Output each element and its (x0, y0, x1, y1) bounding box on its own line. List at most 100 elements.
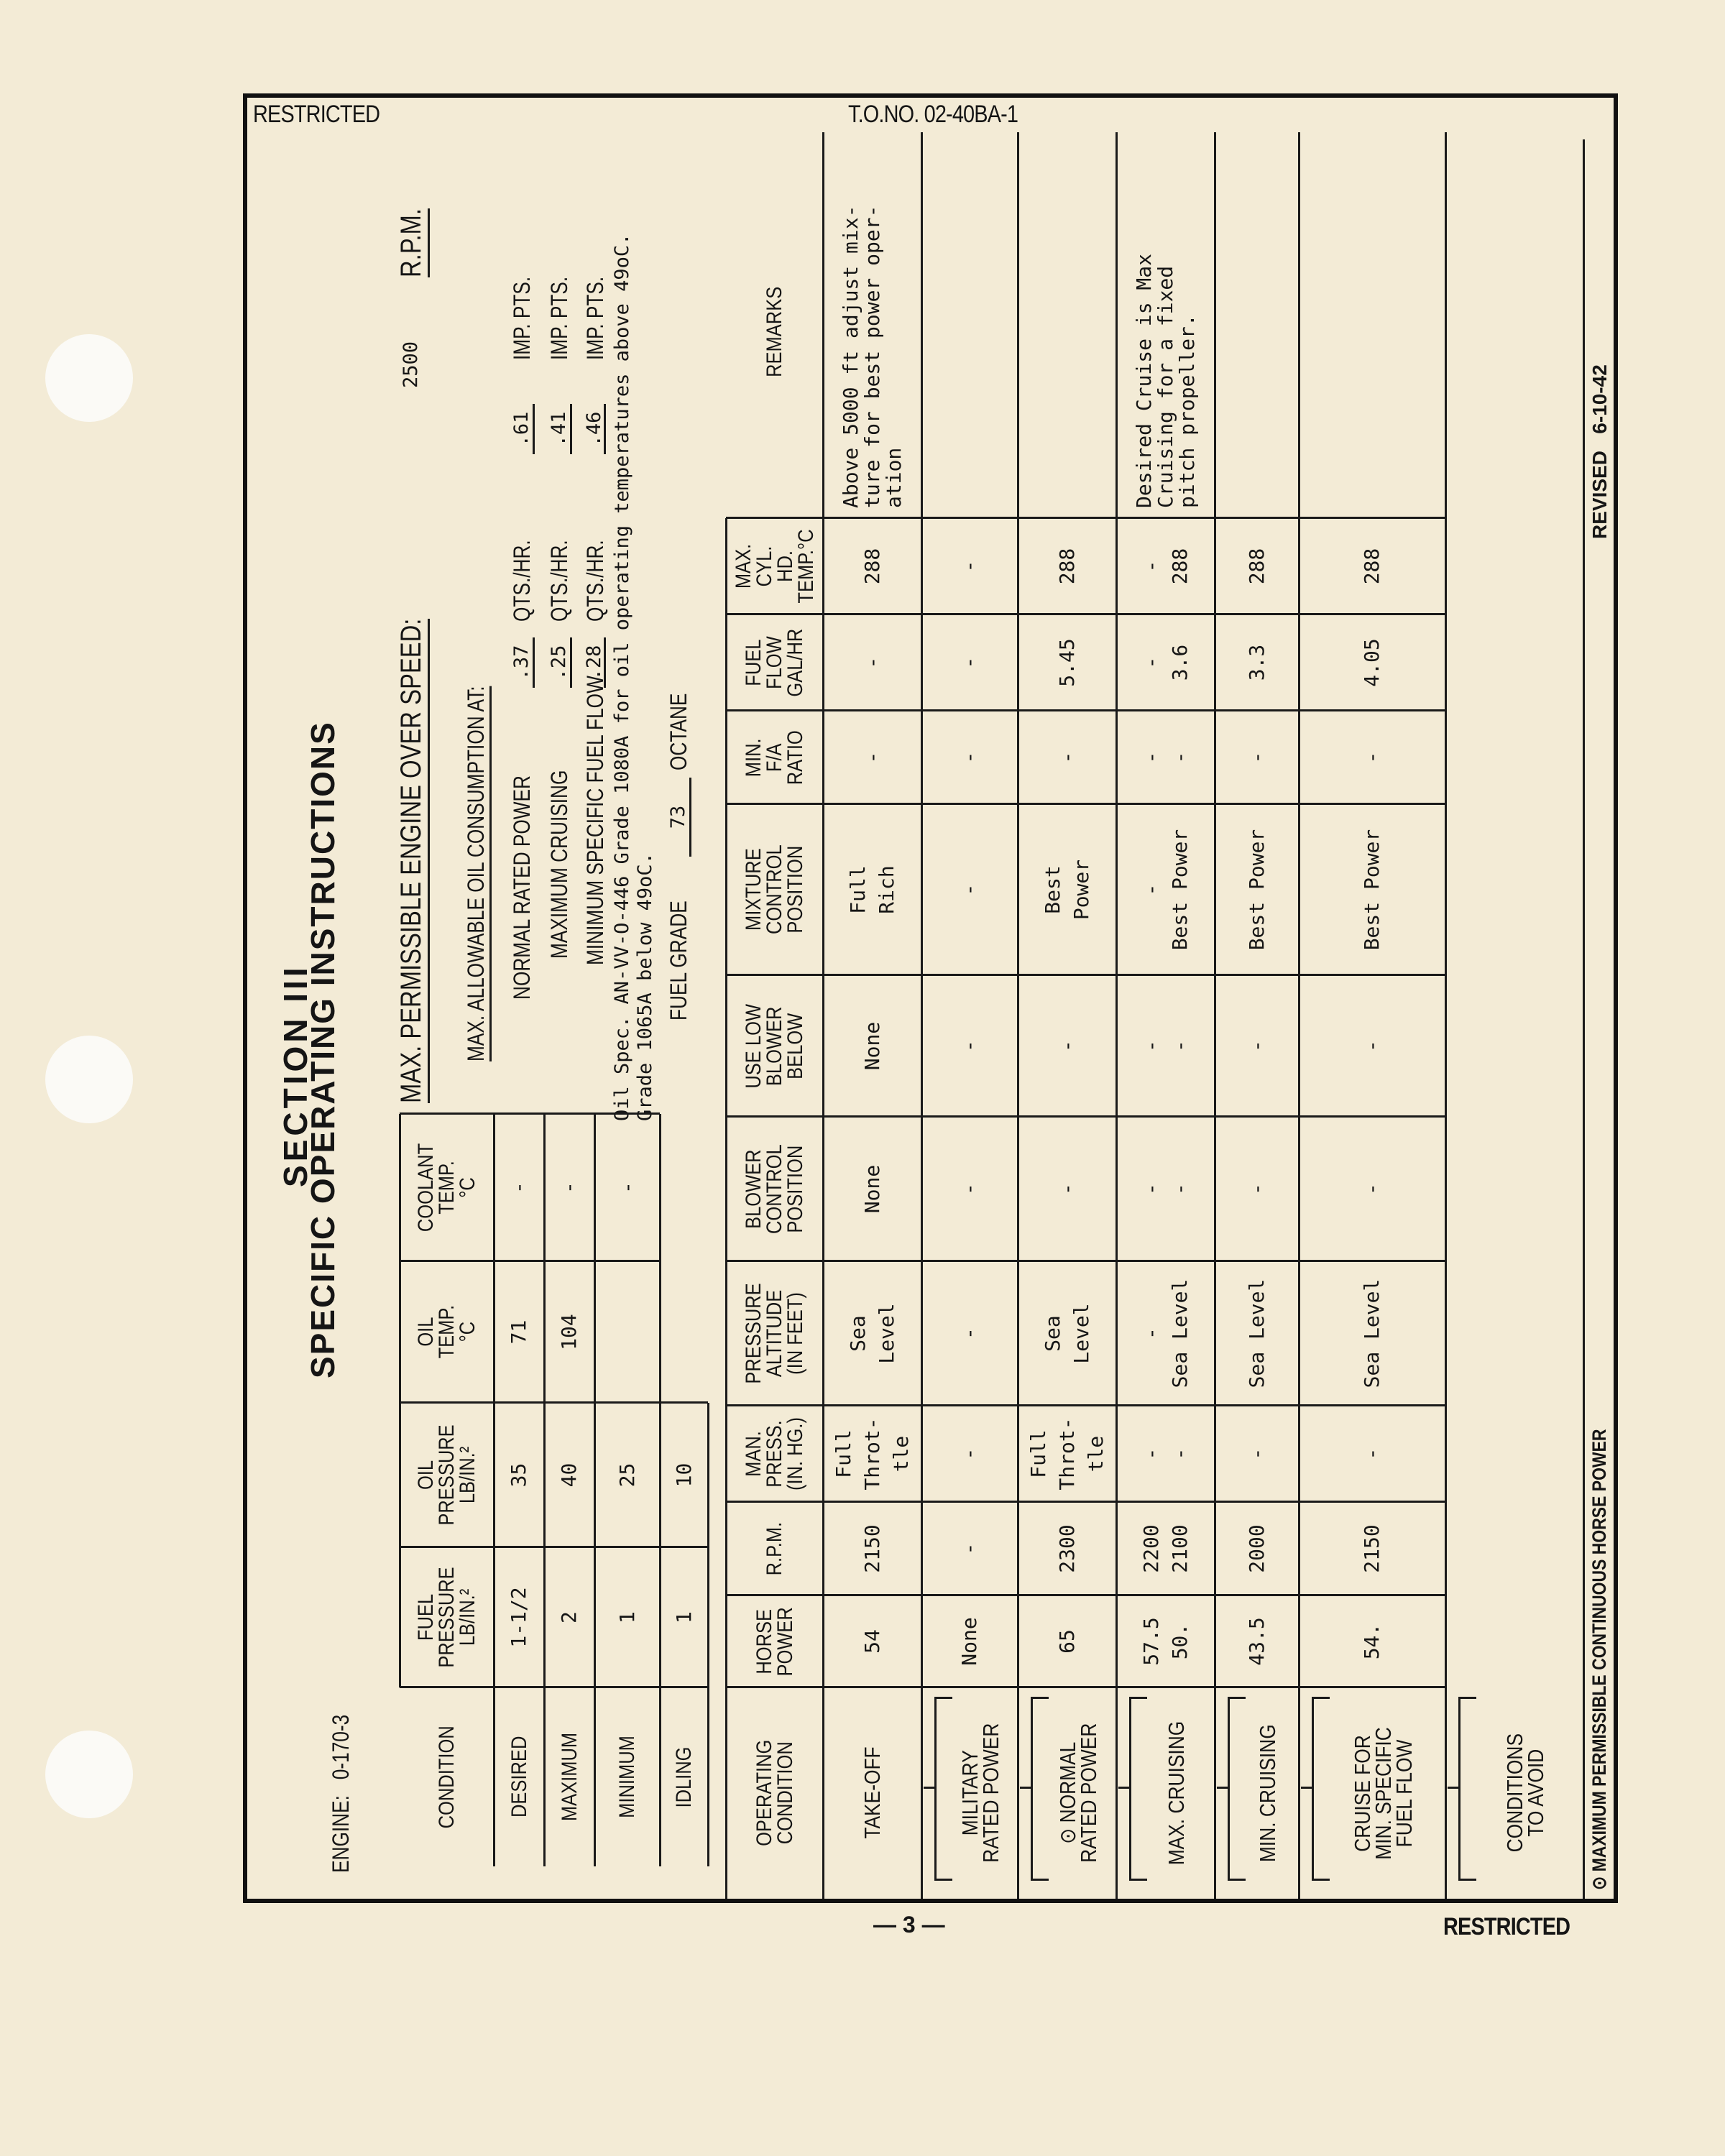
operating-value: None (957, 1617, 981, 1666)
operating-row-label-cell: MILITARY RATED POWER (943, 1687, 1018, 1899)
condition-table-cell: 104 (544, 1261, 594, 1403)
oil-row-qts-unit: QTS./HR. (509, 540, 535, 622)
condition-table-cell: MAXIMUM (544, 1687, 594, 1866)
operating-value: 54 (860, 1629, 884, 1654)
operating-table-header: MAN. PRESS. (IN. HG.) (726, 1406, 823, 1502)
operating-value: 2150 (860, 1524, 884, 1573)
operating-table-header: USE LOW BLOWER BELOW (726, 975, 823, 1117)
fuel-grade-unit: OCTANE (666, 693, 691, 770)
operating-table-header: MIXTURE CONTROL POSITION (726, 804, 823, 975)
operating-value: - (957, 1447, 981, 1460)
operating-table-cell: - 3.6 (1116, 614, 1215, 711)
oil-row-imp-unit: IMP. PTS. (582, 276, 608, 360)
header-label: HORSE POWER (752, 1606, 797, 1677)
condition-value: 10 (671, 1462, 696, 1488)
operating-table-cell: Sea Level (1299, 1261, 1445, 1406)
operating-table-cell: - (921, 518, 1018, 614)
operating-value: - (957, 1542, 981, 1555)
operating-value: - (1244, 1040, 1269, 1052)
condition-value: 25 (615, 1462, 639, 1488)
oil-consumption-label: MAX. ALLOWABLE OIL CONSUMPTION AT: (463, 686, 492, 1061)
condition-table-cell: MINIMUM (594, 1687, 660, 1866)
punch-hole (45, 334, 133, 422)
condition-table-header: CONDITION (400, 1687, 494, 1866)
operating-table-cell: - (921, 1117, 1018, 1261)
operating-value: - (860, 656, 884, 669)
condition-table-header: OIL PRESSURE LB/IN.² (400, 1403, 494, 1547)
condition-value: 2 (557, 1611, 581, 1623)
operating-table-cell: - (1018, 711, 1116, 804)
operating-value: - (957, 1183, 981, 1195)
condition-value: - (557, 1181, 581, 1194)
operating-table-header: R.P.M. (726, 1502, 823, 1595)
operating-table-cell: 3.3 (1215, 614, 1299, 711)
operating-value: - (1360, 751, 1384, 764)
operating-table-cell: 2150 (823, 1502, 921, 1595)
operating-table-cell: - (921, 711, 1018, 804)
header-restricted: RESTRICTED (253, 101, 380, 128)
operating-value: 2000 (1244, 1524, 1269, 1573)
operating-table-cell: - (921, 1261, 1018, 1406)
operating-table-cell: - (921, 975, 1018, 1117)
condition-table-cell: 71 (494, 1261, 544, 1403)
operating-value: Full Throt- tle (1026, 1417, 1108, 1491)
operating-value: - - (1138, 1040, 1192, 1052)
operating-row-label-cell: CRUISE FOR MIN. SPECIFIC FUEL FLOW (1320, 1687, 1445, 1899)
operating-condition-label: CRUISE FOR MIN. SPECIFIC FUEL FLOW (1349, 1726, 1417, 1860)
overspeed-label: MAX. PERMISSIBLE ENGINE OVER SPEED: (395, 618, 430, 1103)
operating-value: - (1054, 1040, 1079, 1052)
operating-row-label-cell: ⊙ NORMAL RATED POWER (1039, 1687, 1116, 1899)
operating-table-cell: - (921, 1502, 1018, 1595)
operating-row-label-cell: MIN. CRUISING (1236, 1687, 1299, 1899)
operating-value: - (1360, 1183, 1384, 1195)
operating-value: Sea Level (1360, 1279, 1384, 1388)
operating-table-cell: - - (1116, 711, 1215, 804)
operating-table-cell: - (1018, 1117, 1116, 1261)
condition-table-cell: 1 (660, 1547, 708, 1687)
condition-table-cell: 10 (660, 1403, 708, 1547)
punch-hole (45, 1036, 133, 1123)
operating-value: Full Rich (845, 865, 898, 914)
operating-table-header: REMARKS (726, 145, 823, 518)
operating-table-cell: - (1215, 975, 1299, 1117)
condition-table-cell: - (494, 1114, 544, 1261)
header-label: REMARKS (763, 286, 786, 377)
operating-value: - (1054, 751, 1079, 764)
operating-table-cell (1215, 138, 1299, 511)
operating-value: Sea Level (1040, 1303, 1093, 1364)
header-label: OPERATING CONDITION (752, 1739, 797, 1847)
condition-table-header: COOLANT TEMP. °C (400, 1114, 494, 1261)
operating-table-cell: 54. (1299, 1595, 1445, 1687)
operating-value: 57.5 50. (1138, 1617, 1192, 1666)
operating-value: - (957, 1327, 981, 1340)
operating-value: - - (1138, 751, 1192, 764)
operating-value: - (957, 560, 981, 573)
condition-table-cell: 1 (594, 1547, 660, 1687)
operating-table-header: BLOWER CONTROL POSITION (726, 1117, 823, 1261)
condition-name: IDLING (672, 1746, 696, 1808)
condition-table-cell: - (594, 1114, 660, 1261)
operating-value: 288 (1244, 548, 1269, 585)
header-label: PRESSURE ALTITUDE (IN FEET) (742, 1283, 807, 1384)
oil-row-qts-unit: QTS./HR. (582, 540, 608, 622)
operating-table-header: PRESSURE ALTITUDE (IN FEET) (726, 1261, 823, 1406)
condition-table-cell: 2 (544, 1547, 594, 1687)
operating-table-cell: None (823, 1117, 921, 1261)
operating-table-cell: Full Throt- tle (823, 1406, 921, 1502)
operating-table-cell: 2000 (1215, 1502, 1299, 1595)
operating-value: 2200 2100 (1138, 1524, 1192, 1573)
operating-table-cell: 288 (1215, 518, 1299, 614)
operating-table-cell: 57.5 50. (1116, 1595, 1215, 1687)
operating-table-cell: 54 (823, 1595, 921, 1687)
condition-table-cell (594, 1261, 660, 1403)
operating-value: - Sea Level (1138, 1279, 1192, 1388)
condition-table-cell: 40 (544, 1403, 594, 1547)
oil-spec-line-2: Grade 1065A below 49oC. (634, 852, 656, 1121)
operating-value: 65 (1054, 1629, 1079, 1654)
operating-table-header: OPERATING CONDITION (726, 1687, 823, 1899)
operating-table-header: MAX. CYL. HD. TEMP.°C (726, 518, 823, 614)
operating-table-cell: Sea Level (1018, 1261, 1116, 1406)
condition-name: MINIMUM (615, 1736, 639, 1818)
condition-table-cell: 25 (594, 1403, 660, 1547)
oil-row-condition: MAXIMUM CRUISING (546, 770, 572, 959)
